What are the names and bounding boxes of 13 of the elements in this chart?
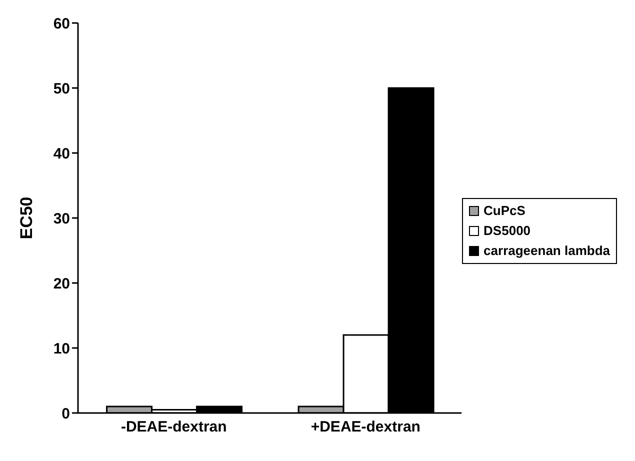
- y-tick-label: 10: [53, 340, 70, 358]
- y-tick-label: 0: [62, 405, 70, 422]
- x-tick-label: +DEAE-dextran: [310, 418, 420, 436]
- y-tick-label: 30: [53, 210, 70, 228]
- y-tick-label: 60: [53, 15, 70, 32]
- y-axis-title: EC50: [17, 196, 36, 240]
- y-tick-label: 20: [53, 275, 70, 292]
- y-tick-label: 50: [53, 80, 70, 98]
- legend-label: carrageenan lambda: [484, 242, 610, 260]
- y-tick-label: 40: [53, 145, 70, 162]
- legend-label: CuPcS: [484, 202, 526, 220]
- legend-label: DS5000: [484, 222, 531, 240]
- x-tick-label: -DEAE-dextran: [120, 418, 227, 436]
